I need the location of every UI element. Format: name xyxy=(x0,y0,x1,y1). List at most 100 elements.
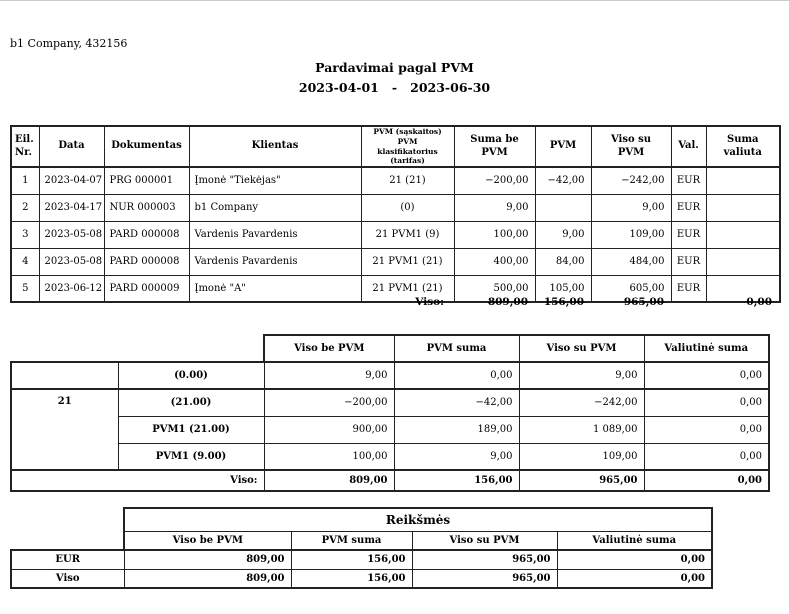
cell-document: NUR 000003 xyxy=(103,193,190,222)
col-header-valiutine-suma: Valiutinė suma xyxy=(643,334,770,363)
col-header-eil-nr: Eil. Nr. xyxy=(10,125,40,168)
col-header-viso-su-pvm: Viso su PVM xyxy=(411,530,558,551)
cell-client: b1 Company xyxy=(188,193,362,222)
cell-valiutine-suma: 0,00 xyxy=(643,415,770,444)
cell-viso-su-pvm: 1 089,00 xyxy=(518,415,645,444)
col-header-suma-be-pvm: Suma be PVM xyxy=(453,125,536,168)
cell-pvm-suma: 0,00 xyxy=(393,361,520,390)
cell-pvm-suma: 156,00 xyxy=(290,549,413,570)
values-header-spacer xyxy=(11,531,124,550)
cell-viso-su-pvm: −242,00 xyxy=(518,388,645,417)
cell-sum-excl-vat: 400,00 xyxy=(453,247,536,276)
cell-sum-currency xyxy=(705,193,781,222)
cell-viso-be-pvm: 900,00 xyxy=(263,415,395,444)
cell-vat: −42,00 xyxy=(534,166,592,195)
cell-total-label: Viso xyxy=(10,568,125,589)
summary-header-row: Viso be PVM PVM suma Viso su PVM Valiuti… xyxy=(11,334,770,363)
col-header-pvm-suma: PVM suma xyxy=(290,530,413,551)
col-header-valiutine-suma: Valiutinė suma xyxy=(556,530,714,551)
cell-row-number: 5 xyxy=(10,274,40,303)
cell-pvm-suma: 156,00 xyxy=(290,568,413,589)
sales-row-2: 2 2023-04-17 NUR 000003 b1 Company (0) 9… xyxy=(10,193,781,222)
cell-vat xyxy=(534,193,592,222)
cell-valiutine-suma: 0,00 xyxy=(643,442,770,471)
sales-totals-label: Viso: xyxy=(415,296,444,308)
cell-valiutine-suma: 0,00 xyxy=(643,361,770,390)
cell-date: 2023-05-08 xyxy=(38,247,105,276)
summary-total-viso-su-pvm: 965,00 xyxy=(518,469,645,492)
cell-rate-label: (21.00) xyxy=(117,388,265,417)
summary-table-container: Viso be PVM PVM suma Viso su PVM Valiuti… xyxy=(10,334,770,492)
sales-total-sum-currency: 0,00 xyxy=(746,296,772,308)
cell-rate-label: PVM1 (9.00) xyxy=(117,442,265,471)
cell-vat: 84,00 xyxy=(534,247,592,276)
cell-sum-currency xyxy=(705,274,781,303)
cell-viso-be-pvm: 9,00 xyxy=(263,361,395,390)
values-header-row: Viso be PVM PVM suma Viso su PVM Valiuti… xyxy=(11,530,714,551)
cell-vat-class: 21 (21) xyxy=(360,166,455,195)
cell-sum-currency xyxy=(705,247,781,276)
report-period: 2023-04-01 - 2023-06-30 xyxy=(298,80,491,95)
values-table-title: Reikšmės xyxy=(122,507,714,532)
cell-sum-currency xyxy=(705,220,781,249)
cell-viso-su-pvm: 9,00 xyxy=(518,361,645,390)
cell-viso-su-pvm: 965,00 xyxy=(411,549,558,570)
sales-table-container: Eil. Nr. Data Dokumentas Klientas PVM (s… xyxy=(10,125,781,303)
values-table-container: Reikšmės Viso be PVM PVM suma Viso su PV… xyxy=(10,507,714,589)
cell-vat-class: 21 PVM1 (9) xyxy=(360,220,455,249)
col-header-pvm: PVM xyxy=(534,125,592,168)
cell-viso-be-pvm: 100,00 xyxy=(263,442,395,471)
values-table: Reikšmės Viso be PVM PVM suma Viso su PV… xyxy=(10,507,714,589)
summary-row-1: 21 (21.00) −200,00 −42,00 −242,00 0,00 xyxy=(10,388,770,471)
summary-row-3: PVM1 (9.00) 100,00 9,00 109,00 0,00 xyxy=(11,442,770,471)
summary-header-spacer xyxy=(11,335,118,362)
cell-document: PARD 000008 xyxy=(103,247,190,276)
cell-group xyxy=(10,361,119,390)
cell-vat: 105,00 xyxy=(534,274,592,303)
cell-currency: EUR xyxy=(670,247,707,276)
cell-total-incl-vat: 109,00 xyxy=(590,220,672,249)
cell-group: 21 xyxy=(10,388,119,471)
cell-sum-currency xyxy=(705,166,781,195)
sales-by-vat-table: Eil. Nr. Data Dokumentas Klientas PVM (s… xyxy=(10,125,781,303)
sales-row-5: 5 2023-06-12 PARD 000009 Įmonė "A" 21 PV… xyxy=(10,274,781,303)
cell-date: 2023-05-08 xyxy=(38,220,105,249)
values-row-eur: EUR 809,00 156,00 965,00 0,00 xyxy=(10,549,714,570)
cell-vat: 9,00 xyxy=(534,220,592,249)
cell-valiutine-suma: 0,00 xyxy=(556,568,714,589)
sales-total-incl-vat: 965,00 xyxy=(623,296,664,308)
summary-row-2: PVM1 (21.00) 900,00 189,00 1 089,00 0,00 xyxy=(11,415,770,444)
col-header-viso-su-pvm: Viso su PVM xyxy=(518,334,645,363)
cell-total-incl-vat: 9,00 xyxy=(590,193,672,222)
col-header-val: Val. xyxy=(670,125,707,168)
sales-row-4: 4 2023-05-08 PARD 000008 Vardenis Pavard… xyxy=(10,247,781,276)
col-header-pvm-suma: PVM suma xyxy=(393,334,520,363)
cell-vat-class: 21 PVM1 (21) xyxy=(360,274,455,303)
cell-client: Įmonė "Tiekėjas" xyxy=(188,166,362,195)
cell-total-incl-vat: 605,00 xyxy=(590,274,672,303)
col-header-viso-su-pvm: Viso su PVM xyxy=(590,125,672,168)
summary-total-viso-be-pvm: 809,00 xyxy=(263,469,395,492)
col-header-pvm-klasifikatorius: PVM (sąskaitos) PVM klasifikatorius (tar… xyxy=(360,125,455,168)
values-title-spacer xyxy=(11,508,124,531)
summary-row-0: (0.00) 9,00 0,00 9,00 0,00 xyxy=(10,361,770,390)
cell-currency: EUR xyxy=(670,193,707,222)
vat-summary-table: Viso be PVM PVM suma Viso su PVM Valiuti… xyxy=(10,334,770,492)
cell-valiutine-suma: 0,00 xyxy=(643,388,770,417)
cell-viso-su-pvm: 965,00 xyxy=(411,568,558,589)
cell-row-number: 1 xyxy=(10,166,40,195)
cell-pvm-suma: −42,00 xyxy=(393,388,520,417)
col-header-viso-be-pvm: Viso be PVM xyxy=(123,530,292,551)
values-title-row: Reikšmės xyxy=(11,507,714,532)
sales-row-3: 3 2023-05-08 PARD 000008 Vardenis Pavard… xyxy=(10,220,781,249)
values-row-viso: Viso 809,00 156,00 965,00 0,00 xyxy=(10,568,714,589)
summary-totals-row: Viso: 809,00 156,00 965,00 0,00 xyxy=(10,469,770,492)
cell-sum-excl-vat: 500,00 xyxy=(453,274,536,303)
cell-viso-su-pvm: 109,00 xyxy=(518,442,645,471)
cell-document: PARD 000009 xyxy=(103,274,190,303)
cell-pvm-suma: 9,00 xyxy=(393,442,520,471)
col-header-suma-valiuta: Suma valiuta xyxy=(705,125,781,168)
cell-client: Vardenis Pavardenis xyxy=(188,220,362,249)
col-header-viso-be-pvm: Viso be PVM xyxy=(263,334,395,363)
